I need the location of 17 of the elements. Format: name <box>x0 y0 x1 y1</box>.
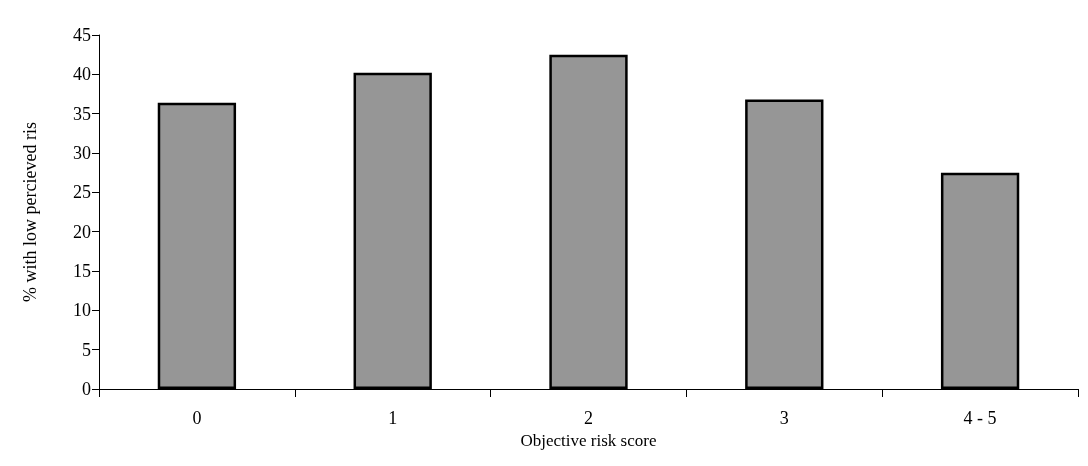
x-tick-label: 3 <box>779 408 789 428</box>
y-axis-title: % with low percieved ris <box>20 122 40 302</box>
y-tick-label: 40 <box>73 64 91 85</box>
y-tick-label: 25 <box>73 182 91 203</box>
y-tick-label: 5 <box>82 339 91 360</box>
x-tick-label: 2 <box>584 408 593 428</box>
x-tick-label: 1 <box>388 408 398 428</box>
y-tick-label: 15 <box>73 261 91 281</box>
x-axis-title: Objective risk score <box>520 430 657 450</box>
y-tick-label: 0 <box>82 379 91 399</box>
x-tick-label: 4 - 5 <box>963 408 997 428</box>
y-tick-label: 30 <box>73 143 91 163</box>
y-tick-label: 20 <box>73 221 91 242</box>
x-tick-label: 0 <box>192 408 202 428</box>
y-tick-label: 45 <box>73 25 91 45</box>
y-tick-label: 35 <box>73 103 91 124</box>
y-tick-label: 10 <box>73 300 91 321</box>
